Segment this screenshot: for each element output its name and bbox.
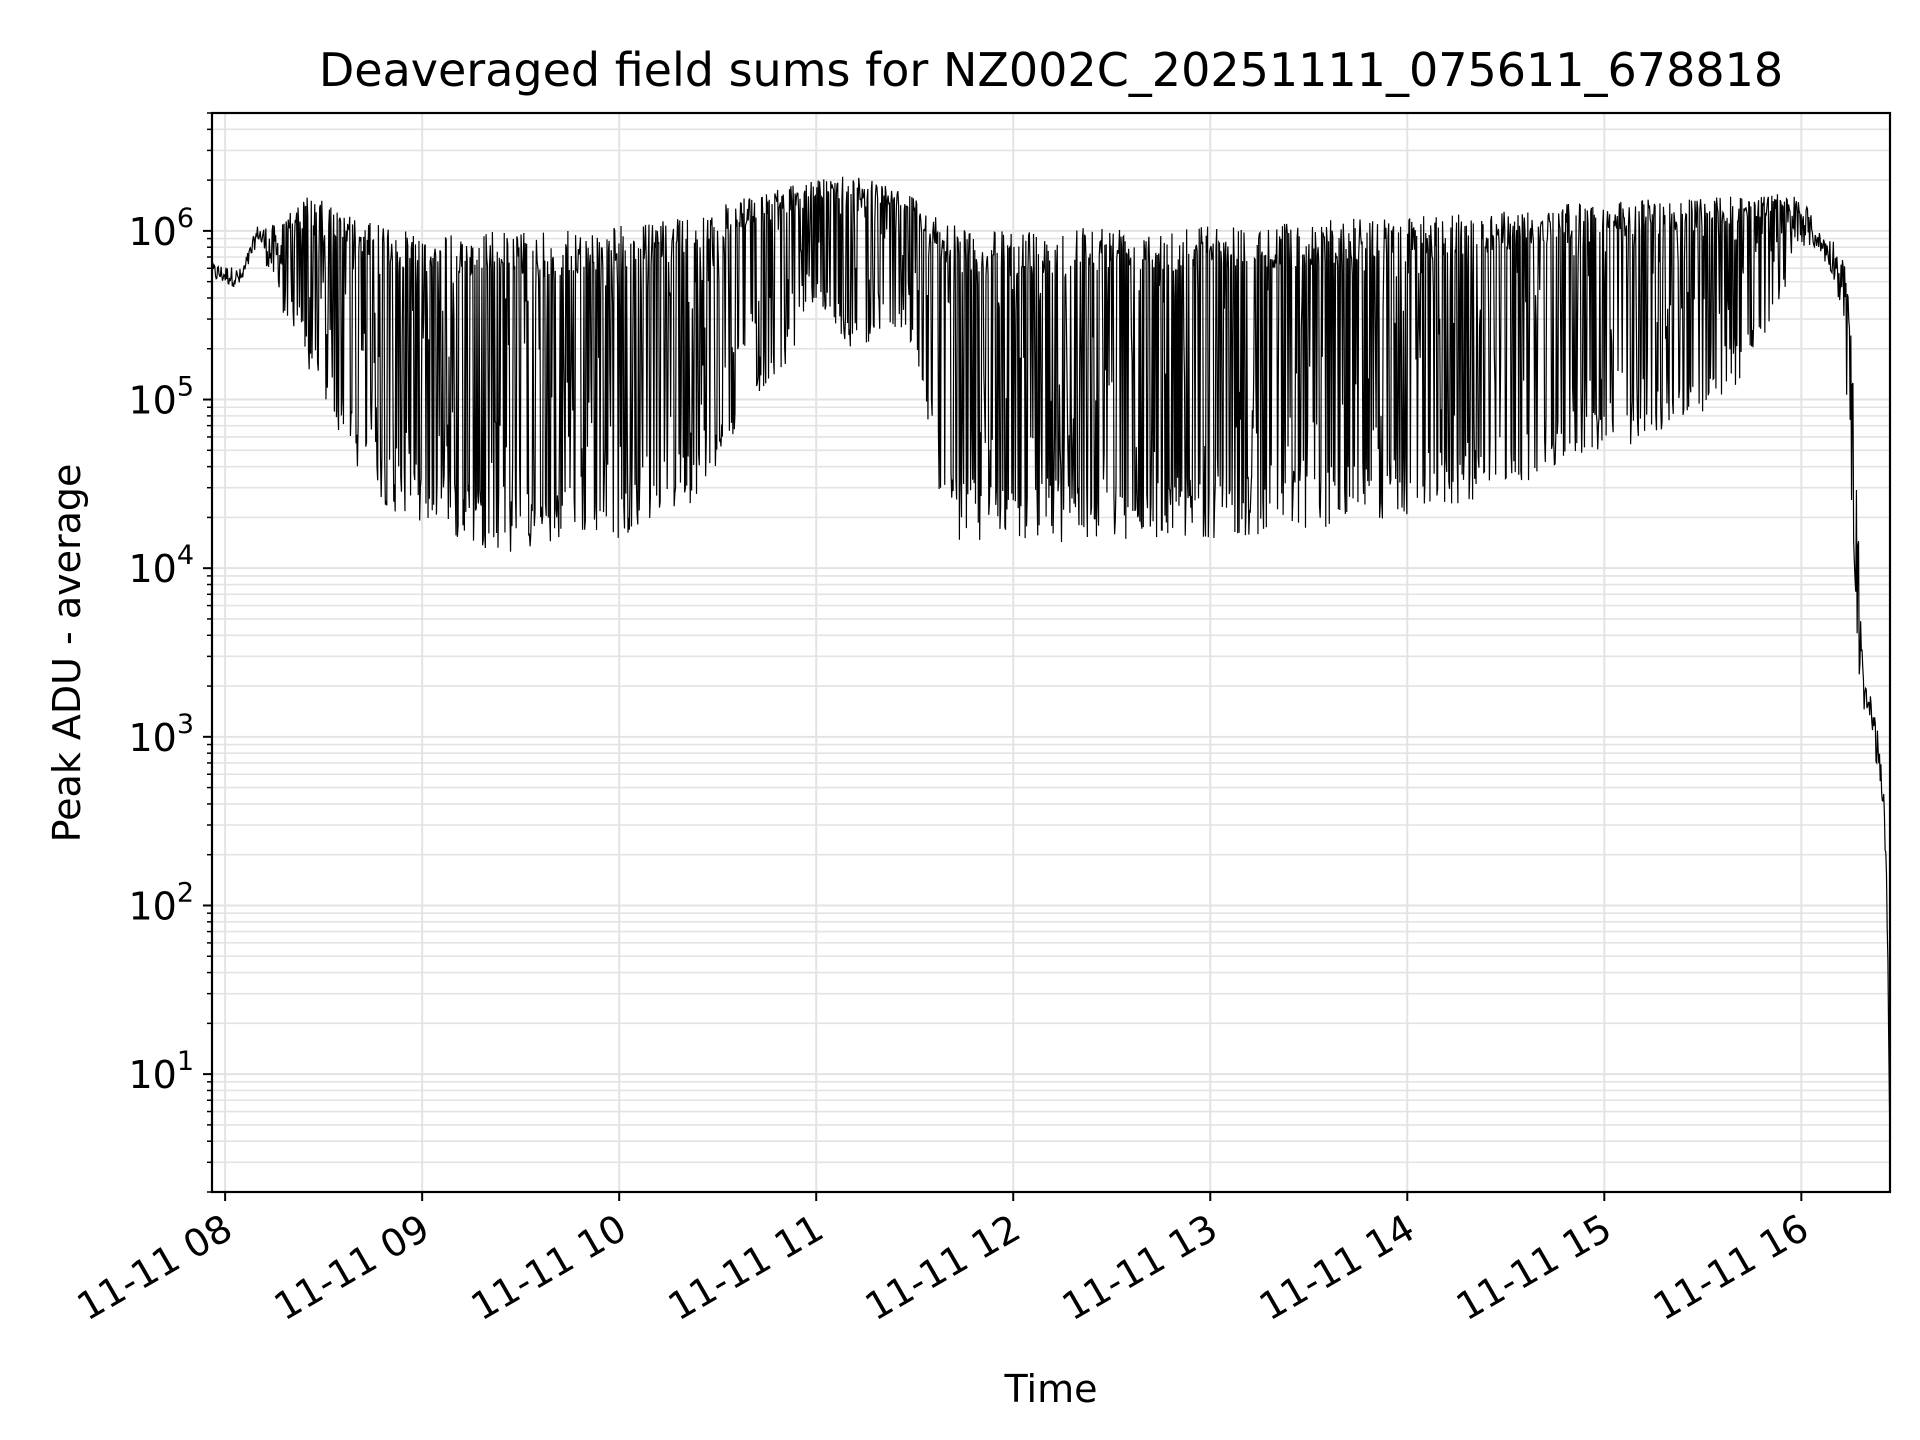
x-axis-label: Time (1004, 1367, 1098, 1411)
y-tick-exponent: 5 (177, 372, 194, 403)
y-tick-label: 104 (128, 540, 194, 591)
series-line (212, 176, 1890, 1145)
data-layer (212, 176, 1890, 1145)
y-tick-base: 10 (128, 547, 176, 591)
y-tick-base: 10 (128, 379, 176, 423)
x-tick-label: 11-11 09 (267, 1206, 437, 1330)
y-axis-label: Peak ADU - average (45, 464, 89, 843)
y-tick-base: 10 (128, 716, 176, 760)
y-tick-label: 106 (128, 203, 194, 254)
y-tick-label: 103 (128, 709, 194, 760)
y-tick-exponent: 1 (177, 1046, 194, 1077)
x-tick-label: 11-11 14 (1252, 1206, 1422, 1330)
x-tick-label: 11-11 13 (1055, 1206, 1225, 1330)
plot-frame (210, 111, 1892, 1194)
x-tick-label: 11-11 16 (1646, 1206, 1816, 1330)
y-tick-label: 101 (128, 1046, 194, 1097)
y-tick-exponent: 4 (177, 540, 194, 571)
x-tick-label: 11-11 08 (70, 1206, 240, 1330)
x-tick-label: 11-11 15 (1449, 1206, 1619, 1330)
y-tick-base: 10 (128, 1053, 176, 1097)
x-tick-label: 11-11 11 (661, 1206, 831, 1330)
y-tick-label: 105 (128, 372, 194, 423)
y-tick-label: 102 (128, 877, 194, 928)
y-tick-base: 10 (128, 210, 176, 254)
x-tick-label: 11-11 10 (464, 1206, 634, 1330)
y-tick-base: 10 (128, 884, 176, 928)
y-tick-exponent: 2 (177, 877, 194, 908)
y-tick-exponent: 3 (177, 709, 194, 740)
chart-title: Deaveraged field sums for NZ002C_2025111… (319, 43, 1783, 97)
y-tick-exponent: 6 (177, 203, 194, 234)
x-tick-label: 11-11 12 (858, 1206, 1028, 1330)
